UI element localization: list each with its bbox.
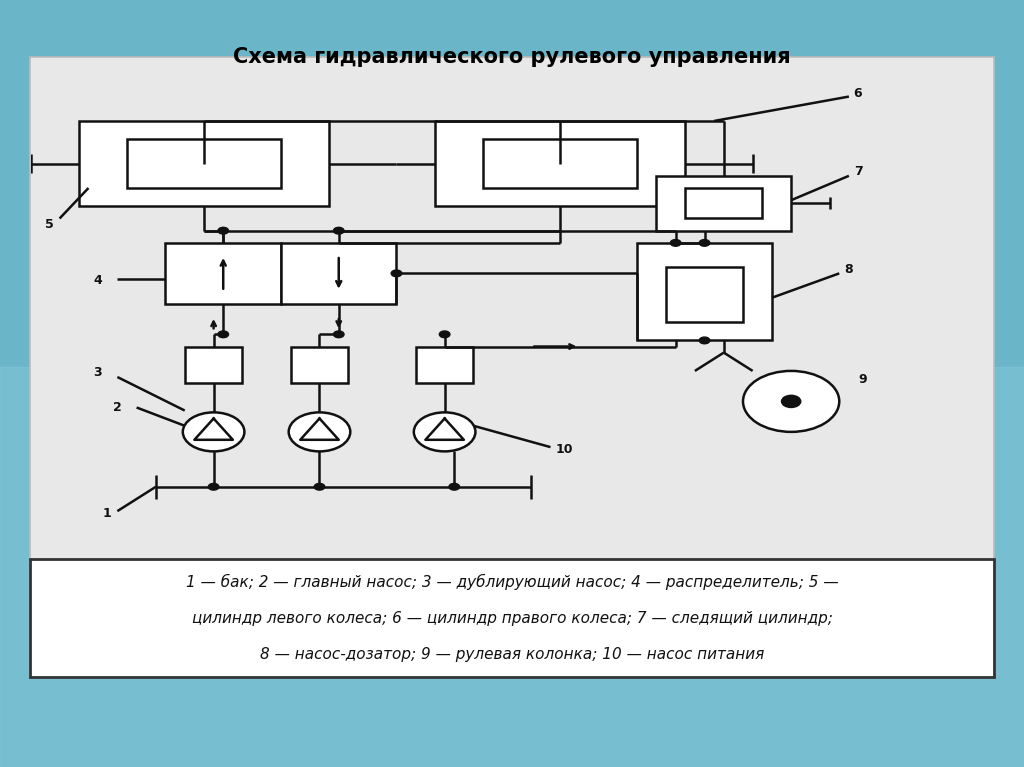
Text: 6: 6: [854, 87, 862, 100]
Polygon shape: [195, 419, 232, 439]
Text: 8: 8: [844, 263, 853, 276]
Bar: [0, 367, 1024, 767]
Text: 1 — бак; 2 — главный насос; 3 — дублирующий насос; 4 — распределитель; 5 —: 1 — бак; 2 — главный насос; 3 — дублирую…: [185, 574, 839, 590]
Circle shape: [314, 483, 325, 490]
Text: 10: 10: [555, 443, 572, 456]
Polygon shape: [300, 419, 339, 439]
Circle shape: [334, 331, 344, 337]
Circle shape: [781, 395, 801, 407]
Bar: [416, 347, 473, 383]
Bar: [30, 559, 994, 677]
Bar: [666, 267, 743, 322]
Circle shape: [183, 413, 245, 452]
Bar: [79, 121, 329, 206]
Bar: [637, 243, 772, 341]
Circle shape: [699, 337, 710, 344]
Bar: [184, 347, 243, 383]
Circle shape: [289, 413, 350, 452]
Text: 9: 9: [858, 373, 867, 386]
Circle shape: [334, 227, 344, 234]
Bar: [483, 140, 637, 188]
Bar: [291, 347, 348, 383]
Bar: [656, 176, 792, 231]
Circle shape: [218, 227, 228, 234]
Circle shape: [218, 331, 228, 337]
Text: 2: 2: [113, 400, 121, 413]
Text: 4: 4: [93, 274, 102, 287]
Text: Схема гидравлического рулевого управления: Схема гидравлического рулевого управлени…: [233, 47, 791, 67]
Text: 7: 7: [854, 165, 862, 178]
Circle shape: [671, 239, 681, 246]
Text: цилиндр левого колеса; 6 — цилиндр правого колеса; 7 — следящий цилиндр;: цилиндр левого колеса; 6 — цилиндр право…: [191, 611, 833, 627]
Bar: [166, 243, 281, 304]
Bar: [30, 57, 994, 677]
Bar: [281, 243, 396, 304]
Bar: [127, 140, 281, 188]
Text: 5: 5: [45, 218, 54, 231]
Circle shape: [743, 371, 840, 432]
Circle shape: [208, 483, 219, 490]
Circle shape: [439, 331, 450, 337]
Circle shape: [699, 239, 710, 246]
Bar: [685, 188, 762, 219]
Text: 1: 1: [102, 507, 112, 520]
Circle shape: [414, 413, 475, 452]
Bar: [435, 121, 685, 206]
Text: 8 — насос-дозатор; 9 — рулевая колонка; 10 — насос питания: 8 — насос-дозатор; 9 — рулевая колонка; …: [260, 647, 764, 663]
Circle shape: [391, 270, 401, 277]
Circle shape: [449, 483, 460, 490]
Text: 3: 3: [93, 366, 102, 379]
Polygon shape: [425, 419, 464, 439]
